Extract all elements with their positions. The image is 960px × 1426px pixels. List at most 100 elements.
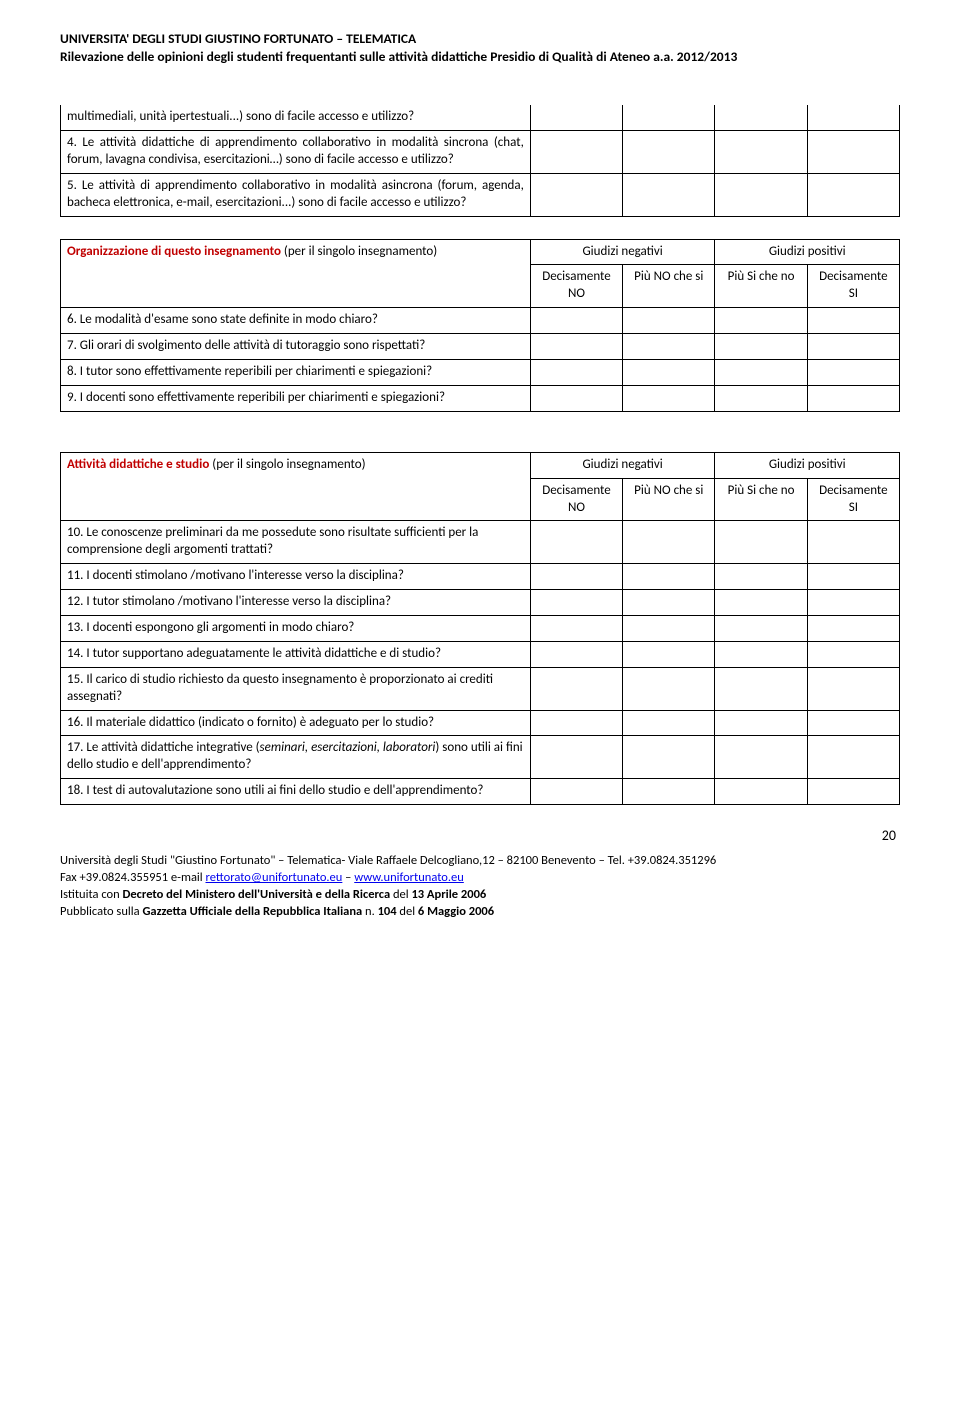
answer-cell — [807, 710, 899, 736]
answer-cell — [807, 521, 899, 564]
col-neg1: Decisamente NO — [530, 478, 622, 521]
answer-cell — [807, 667, 899, 710]
answer-cell — [807, 105, 899, 130]
answer-cell — [530, 308, 622, 334]
answer-cell — [530, 641, 622, 667]
table-header-row: Attività didattiche e studio (per il sin… — [61, 452, 900, 478]
footer-bold: 13 Aprile 2006 — [411, 887, 486, 902]
table-row: 17. Le attività didattiche integrative (… — [61, 736, 900, 779]
answer-cell — [530, 130, 622, 173]
question-cell: 8. I tutor sono effettivamente reperibil… — [61, 360, 531, 386]
header-title: UNIVERSITA' DEGLI STUDI GIUSTINO FORTUNA… — [60, 30, 900, 48]
table-row: 4. Le attività didattiche di apprendimen… — [61, 130, 900, 173]
question-cell: 16. Il materiale didattico (indicato o f… — [61, 710, 531, 736]
answer-cell — [623, 130, 715, 173]
footer-bold: 6 Maggio 2006 — [418, 904, 494, 919]
question-cell: 14. I tutor supportano adeguatamente le … — [61, 641, 531, 667]
answer-cell — [530, 590, 622, 616]
answer-cell — [807, 360, 899, 386]
answer-cell — [623, 334, 715, 360]
section-title: Attività didattiche e studio — [67, 457, 209, 472]
document-footer: Università degli Studi "Giustino Fortuna… — [60, 853, 900, 921]
table-row: multimediali, unità ipertestuali...) son… — [61, 105, 900, 130]
answer-cell — [715, 641, 807, 667]
document-header: UNIVERSITA' DEGLI STUDI GIUSTINO FORTUNA… — [60, 30, 900, 65]
section-title: Organizzazione di questo insegnamento — [67, 244, 281, 259]
table-row: 13. I docenti espongono gli argomenti in… — [61, 616, 900, 642]
answer-cell — [623, 667, 715, 710]
question-cell: 15. Il carico di studio richiesto da que… — [61, 667, 531, 710]
q17-prefix: 17. Le attività didattiche integrative ( — [67, 740, 260, 755]
section-header-cell: Organizzazione di questo insegnamento (p… — [61, 239, 531, 308]
answer-cell — [715, 308, 807, 334]
answer-cell — [530, 667, 622, 710]
header-subtitle: Rilevazione delle opinioni degli student… — [60, 48, 900, 66]
col-neg2: Più NO che si — [623, 265, 715, 308]
table-row: 18. I test di autovalutazione sono utili… — [61, 779, 900, 805]
footer-url-link[interactable]: www.unifortunato.eu — [354, 870, 464, 885]
footer-sep: – — [342, 870, 354, 885]
table-row: 14. I tutor supportano adeguatamente le … — [61, 641, 900, 667]
answer-cell — [623, 779, 715, 805]
answer-cell — [623, 641, 715, 667]
answer-cell — [530, 616, 622, 642]
section-suffix: (per il singolo insegnamento) — [281, 244, 437, 259]
answer-cell — [715, 173, 807, 216]
table-continuation: multimediali, unità ipertestuali...) son… — [60, 105, 900, 216]
answer-cell — [807, 308, 899, 334]
footer-email-link[interactable]: rettorato@unifortunato.eu — [206, 870, 343, 885]
question-cell: 11. I docenti stimolano /motivano l'inte… — [61, 564, 531, 590]
answer-cell — [807, 641, 899, 667]
question-cell: 17. Le attività didattiche integrative (… — [61, 736, 531, 779]
table-row: 5. Le attività di apprendimento collabor… — [61, 173, 900, 216]
footer-fax: Fax +39.0824.355951 e-mail — [60, 870, 206, 885]
col-group-negative: Giudizi negativi — [530, 452, 715, 478]
answer-cell — [623, 105, 715, 130]
table-row: 7. Gli orari di svolgimento delle attivi… — [61, 334, 900, 360]
col-pos1: Più Si che no — [715, 478, 807, 521]
footer-line-1: Università degli Studi "Giustino Fortuna… — [60, 853, 900, 870]
question-cell: 7. Gli orari di svolgimento delle attivi… — [61, 334, 531, 360]
answer-cell — [623, 360, 715, 386]
answer-cell — [715, 779, 807, 805]
answer-cell — [530, 385, 622, 411]
answer-cell — [530, 736, 622, 779]
answer-cell — [715, 590, 807, 616]
answer-cell — [623, 736, 715, 779]
answer-cell — [715, 521, 807, 564]
answer-cell — [715, 105, 807, 130]
answer-cell — [715, 385, 807, 411]
answer-cell — [623, 710, 715, 736]
question-cell: 10. Le conoscenze preliminari da me poss… — [61, 521, 531, 564]
answer-cell — [623, 521, 715, 564]
page-number: 20 — [60, 827, 900, 845]
footer-line-4: Pubblicato sulla Gazzetta Ufficiale dell… — [60, 904, 900, 921]
answer-cell — [807, 779, 899, 805]
answer-cell — [530, 173, 622, 216]
answer-cell — [715, 667, 807, 710]
footer-bold: 104 — [378, 904, 397, 919]
question-cell: multimediali, unità ipertestuali...) son… — [61, 105, 531, 130]
answer-cell — [807, 385, 899, 411]
col-pos2: Decisamente SI — [807, 478, 899, 521]
section-header-cell: Attività didattiche e studio (per il sin… — [61, 452, 531, 521]
table-activities: Attività didattiche e studio (per il sin… — [60, 452, 900, 805]
col-group-positive: Giudizi positivi — [715, 452, 900, 478]
answer-cell — [715, 736, 807, 779]
answer-cell — [807, 564, 899, 590]
answer-cell — [715, 710, 807, 736]
footer-line-2: Fax +39.0824.355951 e-mail rettorato@uni… — [60, 870, 900, 887]
col-neg2: Più NO che si — [623, 478, 715, 521]
answer-cell — [530, 779, 622, 805]
col-group-positive: Giudizi positivi — [715, 239, 900, 265]
table-row: 8. I tutor sono effettivamente reperibil… — [61, 360, 900, 386]
answer-cell — [807, 130, 899, 173]
table-organization: Organizzazione di questo insegnamento (p… — [60, 239, 900, 412]
question-cell: 18. I test di autovalutazione sono utili… — [61, 779, 531, 805]
footer-text: n. — [362, 904, 377, 919]
answer-cell — [807, 590, 899, 616]
col-neg1: Decisamente NO — [530, 265, 622, 308]
answer-cell — [807, 736, 899, 779]
footer-text: del — [390, 887, 411, 902]
answer-cell — [715, 360, 807, 386]
